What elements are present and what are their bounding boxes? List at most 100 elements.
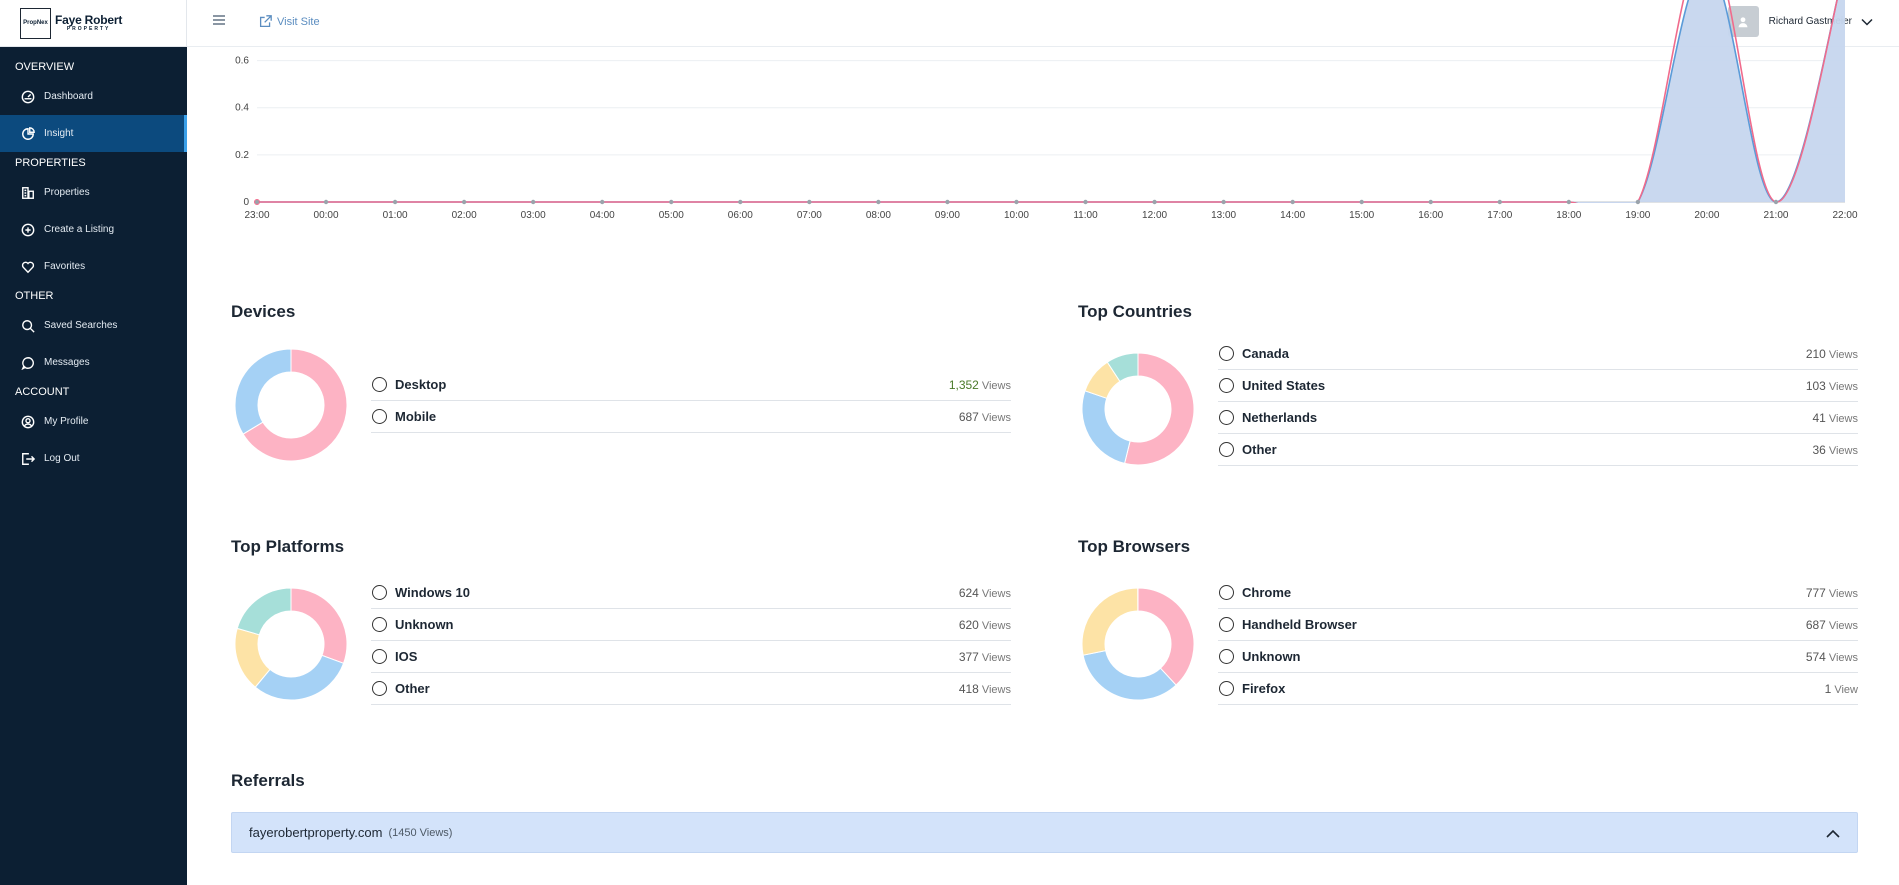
legend-row-unknown[interactable]: Unknown 620 Views [371, 609, 1011, 641]
x-tick-label: 09:00 [935, 210, 960, 221]
x-tick-label: 22:00 [1832, 210, 1857, 221]
radio-circle-icon[interactable] [372, 617, 387, 632]
legend-row-windows-10[interactable]: Windows 10 624 Views [371, 577, 1011, 609]
sidebar-item-insight[interactable]: Insight [0, 115, 187, 152]
x-tick-label: 04:00 [590, 210, 615, 221]
radio-circle-icon[interactable] [372, 377, 387, 392]
visit-site-link[interactable]: Visit Site [259, 15, 320, 28]
legend-value: 574 Views [1806, 650, 1858, 664]
radio-circle-icon[interactable] [1219, 346, 1234, 361]
legend-row-unknown[interactable]: Unknown 574 Views [1218, 641, 1858, 673]
data-point [323, 199, 329, 205]
legend-value: 36 Views [1812, 443, 1858, 457]
data-point [1566, 199, 1572, 205]
legend-row-firefox[interactable]: Firefox 1 View [1218, 673, 1858, 705]
brand-tagline: PROPERTY [66, 26, 111, 32]
legend-row-other[interactable]: Other 418 Views [371, 673, 1011, 705]
x-tick-label: 08:00 [866, 210, 891, 221]
user-menu[interactable]: Richard Gastmeier [1727, 6, 1873, 37]
radio-circle-icon[interactable] [372, 649, 387, 664]
data-point [1014, 199, 1019, 205]
legend-label: Handheld Browser [1242, 617, 1357, 632]
user-icon [1738, 16, 1748, 27]
sidebar-item-messages[interactable]: Messages [0, 344, 187, 381]
data-point [669, 199, 674, 205]
legend-row-united-states[interactable]: United States 103 Views [1218, 370, 1858, 402]
radio-circle-icon[interactable] [372, 585, 387, 600]
legend-label: Other [395, 681, 430, 696]
legend-row-ios[interactable]: IOS 377 Views [371, 641, 1011, 673]
chevron-down-icon [1861, 16, 1873, 28]
donut-slice [290, 587, 348, 664]
legend-row-desktop[interactable]: Desktop 1,352 Views [371, 369, 1011, 401]
data-point [254, 199, 260, 205]
legend-value-number: 210 [1805, 346, 1826, 361]
chevron-up-icon[interactable] [1826, 827, 1840, 839]
referral-accordion-item[interactable]: fayerobertproperty.com (1450 Views) [231, 812, 1858, 853]
radio-circle-icon[interactable] [372, 681, 387, 696]
legend-value-unit: Views [1828, 651, 1858, 664]
legend-value: 103 Views [1806, 379, 1858, 393]
nav-section-overview: OVERVIEW [15, 61, 75, 73]
legend-row-other[interactable]: Other 36 Views [1218, 434, 1858, 466]
data-point [600, 199, 605, 205]
devices-legend: Desktop 1,352 Views Mobile 687 Views [371, 369, 1011, 433]
sidebar-item-my-profile[interactable]: My Profile [0, 403, 187, 440]
data-point [1635, 199, 1641, 205]
legend-label: Unknown [395, 617, 454, 632]
radio-circle-icon[interactable] [1219, 410, 1234, 425]
legend-value: 620 Views [959, 618, 1011, 632]
legend-row-handheld-browser[interactable]: Handheld Browser 687 Views [1218, 609, 1858, 641]
user-circle-icon [21, 415, 35, 429]
radio-circle-icon[interactable] [372, 409, 387, 424]
radio-circle-icon[interactable] [1219, 378, 1234, 393]
radio-circle-icon[interactable] [1219, 681, 1234, 696]
legend-value-unit: Views [1828, 619, 1858, 632]
donut-slice [1081, 390, 1131, 464]
legend-value: 687 Views [1806, 618, 1858, 632]
sidebar-item-log-out[interactable]: Log Out [0, 440, 187, 477]
sidebar-item-create-listing[interactable]: Create a Listing [0, 211, 187, 248]
y-tick-label: 0.6 [235, 56, 249, 67]
data-point [530, 199, 536, 205]
radio-circle-icon[interactable] [1219, 442, 1234, 457]
radio-circle-icon[interactable] [1219, 649, 1234, 664]
sidebar-item-saved-searches[interactable]: Saved Searches [0, 307, 187, 344]
legend-row-chrome[interactable]: Chrome 777 Views [1218, 577, 1858, 609]
legend-value-unit: View [1834, 683, 1858, 696]
referral-domain: fayerobertproperty.com [249, 825, 383, 840]
y-tick-label: 0 [243, 197, 249, 208]
legend-row-canada[interactable]: Canada 210 Views [1218, 338, 1858, 370]
referrals-title: Referrals [231, 771, 305, 790]
radio-circle-icon[interactable] [1219, 617, 1234, 632]
countries-panel: Top Countries Canada 210 Views United Sta… [1078, 302, 1858, 472]
x-tick-label: 06:00 [728, 210, 753, 221]
platforms-legend: Windows 10 624 Views Unknown 620 Views IOS… [371, 577, 1011, 705]
menu-toggle-icon[interactable] [213, 15, 225, 27]
browsers-legend: Chrome 777 Views Handheld Browser 687 View… [1218, 577, 1858, 705]
legend-value-number: 1,352 [948, 377, 979, 392]
x-tick-label: 18:00 [1556, 210, 1581, 221]
countries-donut-chart [1081, 352, 1195, 466]
legend-label: Chrome [1242, 585, 1292, 600]
legend-value-unit: Views [1828, 348, 1858, 361]
legend-label: Other [1242, 442, 1277, 457]
brand-logo[interactable]: PropNex Faye Robert PROPERTY [0, 0, 187, 47]
avatar [1727, 6, 1759, 37]
dashboard-icon [21, 90, 35, 104]
legend-row-mobile[interactable]: Mobile 687 Views [371, 401, 1011, 433]
sidebar-item-properties[interactable]: Properties [0, 174, 187, 211]
building-icon [21, 186, 35, 200]
legend-value: 687 Views [959, 410, 1011, 424]
legend-value-number: 103 [1805, 378, 1826, 393]
data-point [1773, 199, 1779, 205]
legend-row-netherlands[interactable]: Netherlands 41 Views [1218, 402, 1858, 434]
sidebar-item-favorites[interactable]: Favorites [0, 248, 187, 285]
radio-circle-icon[interactable] [1219, 585, 1234, 600]
legend-label: Unknown [1242, 649, 1301, 664]
legend-value: 1 View [1825, 682, 1858, 696]
sidebar-item-label: My Profile [44, 416, 89, 427]
sidebar-item-dashboard[interactable]: Dashboard [0, 78, 187, 115]
data-point [254, 199, 260, 205]
donut-slice [1137, 587, 1195, 686]
